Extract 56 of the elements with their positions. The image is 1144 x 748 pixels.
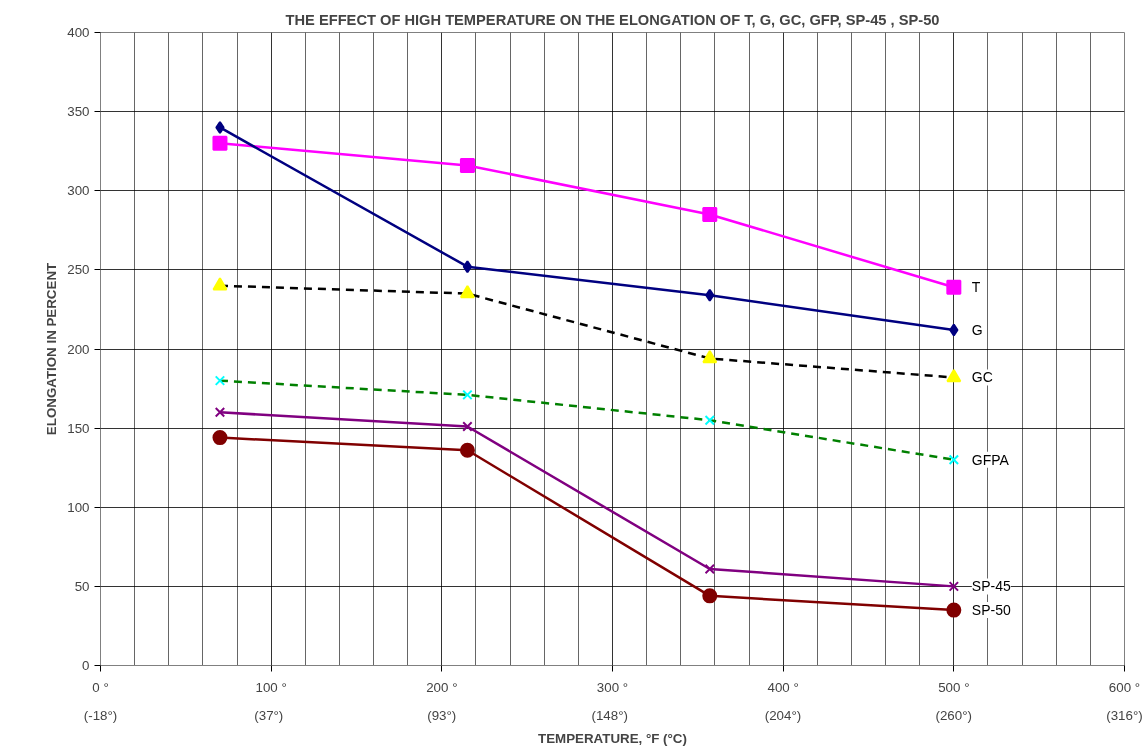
point xyxy=(462,260,473,274)
point xyxy=(948,454,960,466)
point xyxy=(214,375,226,386)
series-label: GC xyxy=(971,369,993,386)
series-label: G xyxy=(971,322,983,339)
x2-tick-label: (260°) xyxy=(935,707,972,723)
x2-tick-label: (93°) xyxy=(427,707,457,723)
y-tick-label: 150 xyxy=(67,420,90,436)
point xyxy=(704,563,716,575)
point xyxy=(949,323,959,337)
point xyxy=(459,157,475,173)
y-tick-label: 250 xyxy=(67,262,90,278)
point xyxy=(948,581,960,592)
y-tick-label: 400 xyxy=(67,25,90,40)
series-label: GFPA xyxy=(971,451,1010,468)
point xyxy=(705,288,715,302)
point xyxy=(946,368,962,383)
point xyxy=(214,407,226,418)
x2-tick-label: (37°) xyxy=(254,707,284,723)
y-axis-title: ELONGATION IN PERCENT xyxy=(44,262,60,436)
point xyxy=(462,421,473,432)
y-tick-label: 50 xyxy=(74,578,90,594)
point xyxy=(459,285,475,299)
point xyxy=(704,414,716,426)
point xyxy=(215,120,225,134)
point xyxy=(946,279,962,295)
x2-tick-label: (204°) xyxy=(764,707,802,723)
point xyxy=(462,389,473,401)
x-tick-label: 300 ° xyxy=(596,679,629,695)
y-tick-label: 100 xyxy=(67,499,90,515)
point xyxy=(702,349,718,364)
x-tick-label: 500 ° xyxy=(938,679,970,695)
point xyxy=(702,588,718,604)
x2-tick-label: (148°) xyxy=(591,707,628,723)
point xyxy=(212,135,228,151)
point xyxy=(702,206,718,222)
x2-tick-label: (-18°) xyxy=(83,707,118,723)
point xyxy=(946,602,962,618)
x-tick-label: 400 ° xyxy=(767,679,799,695)
series-label: SP-50 xyxy=(971,602,1011,619)
x-tick-label: 200 ° xyxy=(426,679,458,695)
point xyxy=(212,277,228,291)
series-label: SP-45 xyxy=(971,578,1011,595)
point xyxy=(212,430,228,446)
point xyxy=(459,442,475,458)
series-label: T xyxy=(971,279,981,296)
x-axis-title: TEMPERATURE, °F (°C) xyxy=(538,730,687,746)
x-tick-label: 0 ° xyxy=(92,679,109,695)
x-tick-label: 600 ° xyxy=(1108,679,1141,695)
x-tick-label: 100 ° xyxy=(255,679,287,695)
y-tick-label: 200 xyxy=(67,341,90,357)
y-tick-label: 0 xyxy=(82,658,90,673)
y-tick-label: 350 xyxy=(67,104,90,120)
chart-title: THE EFFECT OF HIGH TEMPERATURE ON THE ELONGATION OF T, G, GC, GFP, SP-45 , SP-50 xyxy=(285,11,940,28)
y-tick-label: 300 xyxy=(67,183,90,199)
x2-tick-label: (316°) xyxy=(1106,707,1143,723)
